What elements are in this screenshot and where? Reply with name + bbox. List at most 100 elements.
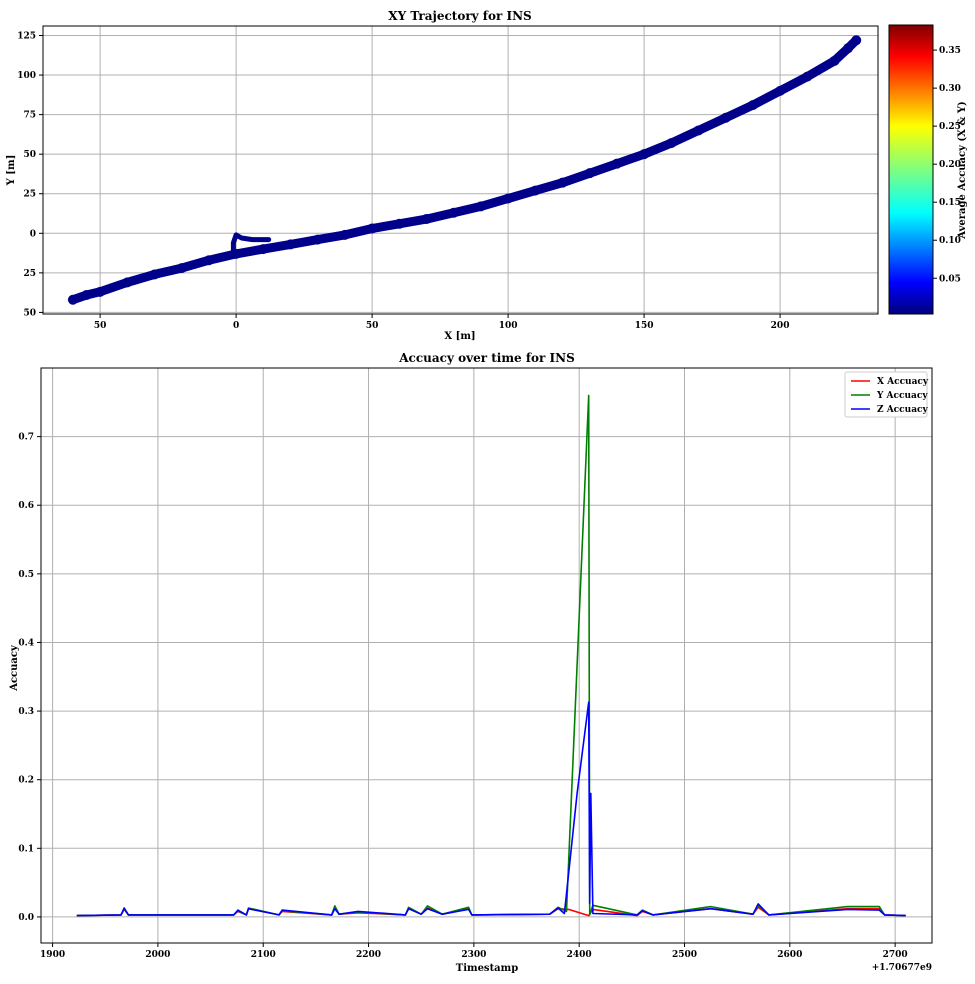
accuracy-x-tick-label: 1900: [40, 950, 65, 960]
trajectory-point: [666, 138, 677, 149]
trajectory-point: [851, 35, 862, 46]
trajectory-y-tick-label: 50: [23, 150, 36, 160]
trajectory-point: [231, 248, 242, 259]
trajectory-point: [611, 158, 622, 169]
trajectory-point: [95, 286, 106, 297]
trajectory-point: [203, 255, 214, 266]
accuracy-y-tick-label: 0.0: [18, 913, 34, 923]
trajectory-x-tick-label: 150: [635, 321, 654, 331]
legend-label: X Accuacy: [877, 377, 929, 387]
trajectory-point: [829, 55, 840, 66]
trajectory-plot-frame: [42, 25, 879, 315]
trajectory-x-label: X [m]: [444, 331, 475, 342]
accuracy-x-offset-label: +1.70677e9: [872, 963, 932, 973]
trajectory-point: [720, 112, 731, 123]
accuracy-chart-title: Accuacy over time for INS: [398, 351, 575, 365]
trajectory-x-tick-label: 50: [94, 321, 107, 331]
accuracy-y-tick-label: 0.4: [18, 638, 34, 648]
legend-label: Z Accuacy: [877, 405, 929, 415]
trajectory-point: [285, 239, 296, 250]
trajectory-y-tick-label: 50: [23, 308, 36, 318]
trajectory-point: [639, 149, 650, 160]
legend-box: [844, 371, 928, 418]
accuracy-x-tick-label: 2200: [356, 950, 381, 960]
accuracy-y-tick-label: 0.1: [18, 844, 34, 854]
accuracy-y-tick-label: 0.7: [18, 433, 34, 443]
trajectory-point: [503, 193, 514, 204]
accuracy-x-ticks: 1900 2000 2100 2200 2300 2400 2500 2600 2700: [40, 943, 908, 960]
series-line-z-accuacy: [76, 701, 906, 917]
colorbar-tick-label: 0.10: [939, 236, 961, 246]
trajectory-path: [67, 35, 862, 305]
accuracy-x-tick-label: 2400: [567, 950, 592, 960]
accuracy-chart: Accuacy over time for INS 1900 2000 2100 22…: [9, 351, 933, 974]
trajectory-x-tick-label: 50: [366, 321, 379, 331]
trajectory-point: [747, 100, 758, 111]
colorbar-tick-label: 0.05: [939, 274, 961, 284]
accuracy-y-tick-label: 0.2: [18, 776, 34, 786]
trajectory-point: [802, 71, 813, 82]
colorbar-tick-label: 0.30: [939, 84, 961, 94]
trajectory-point: [81, 290, 92, 301]
trajectory-point: [122, 277, 133, 288]
trajectory-point: [176, 263, 187, 274]
accuracy-x-tick-label: 2600: [777, 950, 802, 960]
trajectory-y-tick-label: 75: [23, 111, 36, 121]
colorbar-ticks: 0.05 0.10 0.15 0.20 0.25 0.30 0.35: [933, 46, 961, 284]
accuracy-plot-frame: [40, 367, 933, 944]
colorbar-tick-label: 0.25: [939, 122, 961, 132]
trajectory-y-tick-label: 25: [23, 269, 36, 279]
accuracy-x-tick-label: 2000: [145, 950, 170, 960]
colorbar-tick-label: 0.35: [939, 46, 961, 56]
trajectory-y-tick-label: 100: [17, 71, 36, 81]
trajectory-y-tick-label: 125: [17, 31, 36, 41]
series-line-y-accuacy: [76, 394, 906, 917]
accuracy-x-tick-label: 2700: [883, 950, 908, 960]
trajectory-y-ticks: 125 100 75 50 25 0 25 50: [17, 31, 43, 318]
trajectory-point: [448, 207, 459, 218]
trajectory-point: [475, 201, 486, 212]
colorbar-tick-label: 0.15: [939, 198, 961, 208]
trajectory-point: [421, 214, 432, 225]
trajectory-point: [312, 234, 323, 245]
trajectory-point: [693, 125, 704, 136]
accuracy-grid: [41, 368, 932, 943]
accuracy-y-tick-label: 0.3: [18, 707, 34, 717]
trajectory-point: [530, 185, 541, 196]
trajectory-x-tick-label: 0: [233, 321, 239, 331]
trajectory-grid: [43, 26, 878, 314]
accuracy-x-tick-label: 2100: [251, 950, 276, 960]
trajectory-point: [843, 43, 854, 54]
accuracy-y-ticks: 0.0 0.1 0.2 0.3 0.4 0.5 0.6 0.7: [18, 433, 41, 923]
trajectory-chart-title: XY Trajectory for INS: [388, 9, 531, 23]
colorbar: [888, 24, 934, 315]
accuracy-x-tick-label: 2500: [672, 950, 697, 960]
trajectory-x-tick-label: 100: [499, 321, 518, 331]
trajectory-x-ticks: 50 0 50 100 150 200: [94, 314, 790, 331]
trajectory-point: [339, 229, 350, 240]
accuracy-y-tick-label: 0.6: [18, 501, 34, 511]
trajectory-chart: XY Trajectory for INS 50 0 50 100 150 200 125…: [6, 9, 968, 342]
trajectory-point: [584, 168, 595, 179]
trajectory-point: [394, 218, 405, 229]
accuracy-y-label: Accuacy: [9, 644, 20, 692]
trajectory-point: [67, 294, 78, 305]
trajectory-point: [149, 269, 160, 280]
legend-label: Y Accuacy: [876, 391, 928, 401]
trajectory-point: [367, 223, 378, 234]
trajectory-y-tick-label: 0: [30, 229, 36, 239]
trajectory-point: [775, 85, 786, 96]
trajectory-y-tick-label: 25: [23, 190, 36, 200]
trajectory-band: [68, 35, 861, 305]
accuracy-legend: X Accuacy Y Accuacy Z Accuacy: [844, 371, 929, 418]
accuracy-x-tick-label: 2300: [461, 950, 486, 960]
colorbar-label: Average Accuacy (X & Y): [957, 101, 968, 240]
trajectory-point: [557, 177, 568, 188]
accuracy-y-tick-label: 0.5: [18, 570, 34, 580]
trajectory-point: [258, 244, 269, 255]
accuracy-x-label: Timestamp: [456, 963, 519, 974]
trajectory-x-tick-label: 200: [771, 321, 790, 331]
trajectory-spur: [230, 232, 272, 254]
colorbar-tick-label: 0.20: [939, 160, 961, 170]
